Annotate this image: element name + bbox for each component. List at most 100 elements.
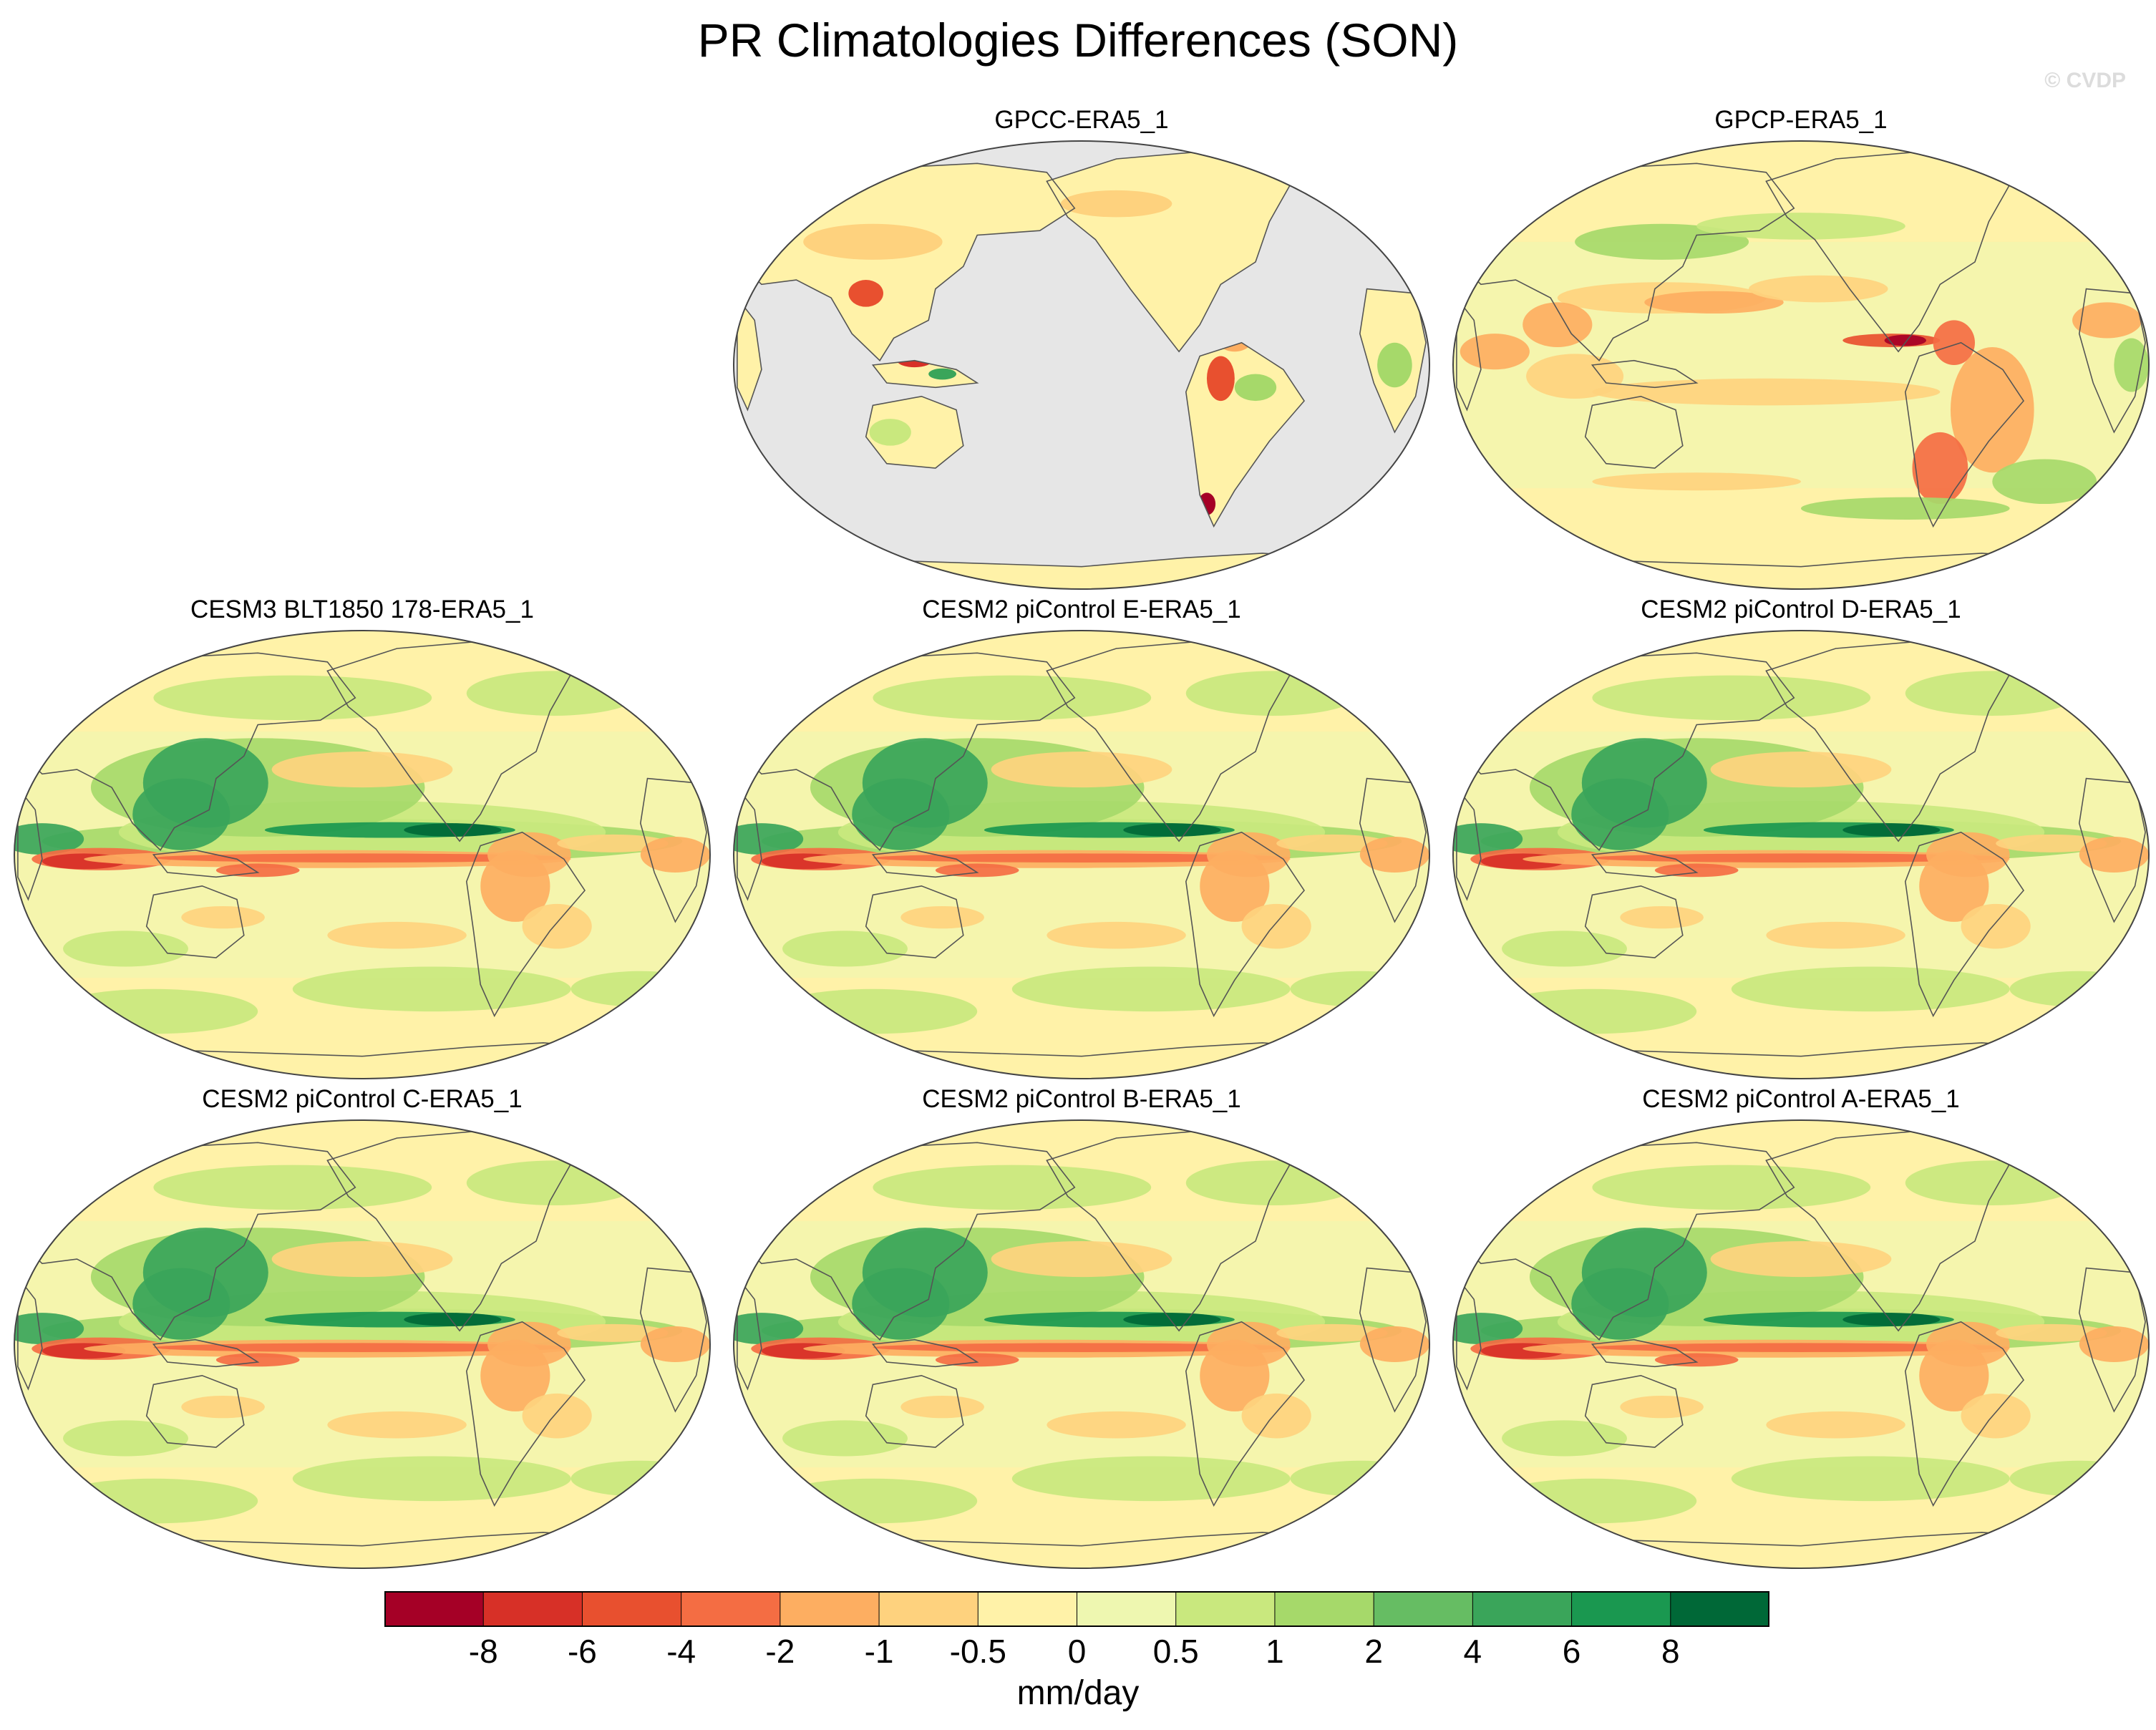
coastline-samerica	[465, 1321, 586, 1507]
anomaly-feature	[1842, 823, 1941, 837]
panel-title: CESM2 piControl E-ERA5_1	[922, 596, 1241, 623]
colorbar-tick-label: -8	[468, 1633, 498, 1670]
anomaly-feature	[873, 675, 1152, 721]
colorbar-swatch	[1274, 1591, 1374, 1627]
coastline-australia	[865, 1374, 964, 1448]
anomaly-feature	[480, 850, 550, 922]
colorbar-tick-label: 4	[1463, 1633, 1482, 1670]
map-outline	[733, 630, 1430, 1079]
coastline-africaW	[737, 296, 762, 412]
anomaly-feature	[292, 1456, 571, 1502]
land-indonesia	[873, 360, 978, 388]
panel-cesm2-e: CESM2 piControl E-ERA5_1	[727, 596, 1436, 1089]
anomaly-feature	[63, 1420, 188, 1457]
coastline-samerica	[465, 831, 586, 1018]
anomaly-feature	[873, 1343, 1291, 1352]
coastline-samerica	[1185, 831, 1306, 1018]
anomaly-feature	[14, 823, 84, 855]
panel-title: CESM3 BLT1850 178-ERA5_1	[190, 596, 534, 623]
map-outline	[14, 630, 711, 1079]
map-cesm2-c	[12, 1117, 712, 1572]
map-outline	[1452, 630, 2150, 1079]
anomaly-feature	[1502, 1420, 1627, 1457]
land-australia	[865, 396, 963, 468]
anomaly-feature	[49, 1478, 258, 1524]
anomaly-feature	[1592, 472, 1801, 491]
anomaly-feature	[132, 778, 230, 850]
colorbar-units: mm/day	[1016, 1674, 1140, 1712]
coastline-africaW	[1456, 785, 1482, 901]
anomaly-feature	[1571, 778, 1669, 850]
anomaly-feature	[1644, 291, 1784, 314]
anomaly-feature	[1460, 334, 1530, 370]
anomaly-feature	[1961, 1393, 2031, 1439]
coastline-africaW	[737, 785, 762, 901]
coastline-indonesia	[871, 359, 979, 389]
anomaly-feature	[768, 988, 978, 1034]
coastline-asia	[739, 1142, 1076, 1341]
anomaly-feature	[1123, 1313, 1221, 1326]
coastline-australia	[1584, 395, 1684, 469]
anomaly-feature	[991, 1241, 1172, 1278]
anomaly-feature	[1575, 223, 1749, 260]
colorbar-swatch	[1472, 1591, 1573, 1627]
colorbar-swatch	[1571, 1591, 1671, 1627]
coastline-samerica	[1904, 831, 2025, 1018]
anomaly-feature	[1996, 834, 2107, 852]
anomaly-feature	[935, 863, 1019, 878]
anomaly-feature	[1731, 1456, 2010, 1502]
coastline-indonesia	[152, 849, 260, 878]
coastline-australia	[145, 885, 245, 958]
anomaly-feature	[1905, 1160, 2079, 1205]
anomaly-feature	[271, 752, 453, 788]
colorbar-tick-label: 0	[1067, 1633, 1087, 1670]
anomaly-feature	[1487, 988, 1697, 1034]
anomaly-feature	[1961, 903, 2031, 949]
anomaly-feature	[1241, 903, 1311, 949]
anomaly-feature	[900, 1395, 984, 1419]
anomaly-feature	[852, 778, 950, 850]
anomaly-feature	[1123, 823, 1221, 837]
anomaly-feature	[848, 280, 883, 307]
anomaly-feature	[153, 675, 432, 721]
anomaly-feature	[153, 853, 571, 862]
anomaly-feature	[1654, 1353, 1739, 1367]
map-gpcc	[732, 137, 1432, 593]
anomaly-feature	[404, 1313, 502, 1326]
coastline-asia	[1459, 162, 1795, 361]
coastline-australia	[1584, 885, 1684, 958]
colorbar-swatch	[1670, 1591, 1769, 1627]
map-outline	[733, 1119, 1430, 1569]
anomaly-feature	[1206, 356, 1235, 402]
anomaly-feature	[1011, 966, 1291, 1012]
colorbar-tick-label: -2	[765, 1633, 795, 1670]
anomaly-feature	[1592, 378, 1941, 406]
anomaly-feature	[1620, 905, 1704, 929]
coastline-africaW	[1456, 296, 1482, 412]
anomaly-feature	[1696, 213, 1905, 240]
anomaly-feature	[640, 836, 710, 873]
anomaly-feature	[327, 921, 467, 949]
map-cesm2-a	[1451, 1117, 2151, 1572]
anomaly-feature	[852, 1268, 950, 1340]
anomaly-feature	[1241, 1393, 1311, 1439]
anomaly-feature	[1842, 1313, 1941, 1326]
anomaly-feature	[1905, 671, 2079, 716]
anomaly-feature	[1047, 1411, 1186, 1439]
anomaly-feature	[1592, 1165, 1871, 1210]
anomaly-feature	[1359, 1326, 1429, 1363]
anomaly-feature	[1185, 671, 1360, 716]
coastline-africaW	[1456, 1275, 1482, 1391]
anomaly-feature	[1919, 850, 1989, 922]
anomaly-feature	[734, 823, 804, 855]
coastline-samerica	[1904, 1321, 2025, 1507]
anomaly-feature	[14, 1313, 84, 1344]
coastline-indonesia	[1591, 359, 1699, 389]
anomaly-feature	[991, 752, 1172, 788]
colorbar-tick-label: -4	[666, 1633, 696, 1670]
anomaly-feature	[2072, 302, 2142, 339]
figure-title: PR Climatologies Differences (SON)	[697, 14, 1459, 67]
coastline-africaW	[17, 785, 43, 901]
anomaly-feature	[1276, 834, 1388, 852]
anomaly-feature	[1996, 1323, 2107, 1342]
